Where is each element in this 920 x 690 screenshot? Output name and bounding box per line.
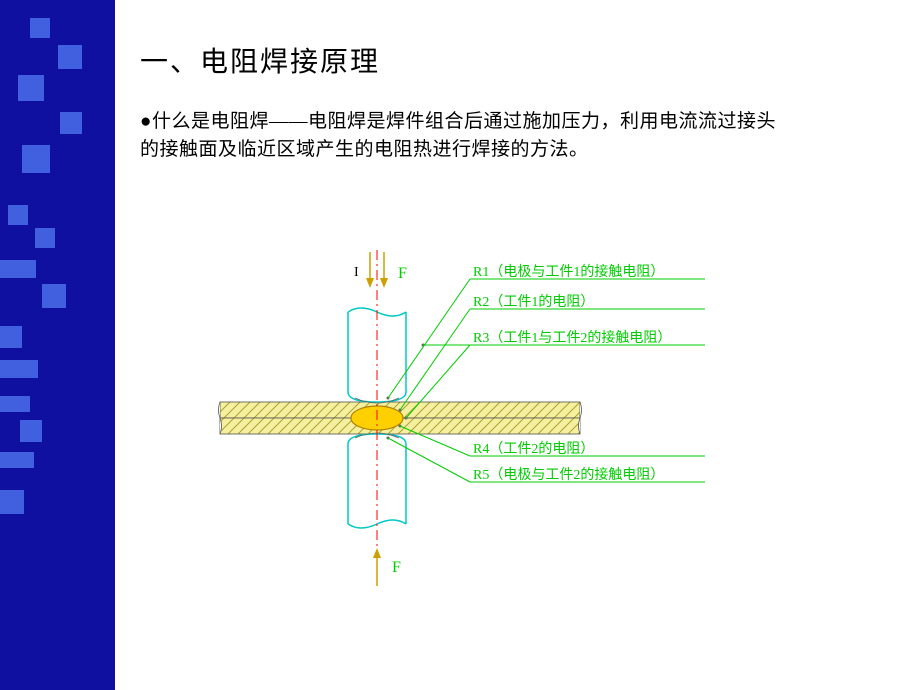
force-arrow-bottom: [373, 548, 381, 586]
current-label: I: [354, 265, 359, 280]
force-label-bottom: F: [392, 559, 401, 576]
decorative-square: [35, 228, 55, 248]
label-r2: R2（工件1的电阻）: [473, 294, 594, 310]
decorative-square: [0, 490, 24, 514]
decorative-square: [18, 75, 44, 101]
decorative-square: [20, 420, 42, 442]
label-r5: R5（电极与工件2的接触电阻）: [473, 466, 664, 483]
decorative-square: [0, 260, 36, 278]
decorative-sidebar: [0, 0, 115, 690]
resistance-welding-diagram: F I F R1（电极与工件1的接触电阻）: [200, 232, 720, 632]
decorative-square: [30, 18, 50, 38]
decorative-square: [58, 45, 82, 69]
label-r4: R4（工件2的电阻）: [473, 441, 594, 457]
decorative-square: [0, 326, 22, 348]
slide-content: 一、电阻焊接原理 ●什么是电阻焊——电阻焊是焊件组合后通过施加压力，利用电流流过…: [140, 40, 900, 163]
description-line-1: ●什么是电阻焊——电阻焊是焊件组合后通过施加压力，利用电流流过接头: [140, 108, 900, 136]
diagram-svg: F I F R1（电极与工件1的接触电阻）: [200, 232, 720, 632]
decorative-square: [8, 205, 28, 225]
label-r1: R1（电极与工件1的接触电阻）: [473, 263, 664, 280]
decorative-square: [60, 112, 82, 134]
label-r3: R3（工件1与工件2的接触电阻）: [473, 329, 671, 346]
description-line-2: 的接触面及临近区域产生的电阻热进行焊接的方法。: [140, 136, 900, 164]
decorative-square: [0, 396, 30, 412]
decorative-square: [0, 360, 38, 378]
decorative-square: [42, 284, 66, 308]
slide-title: 一、电阻焊接原理: [140, 40, 900, 80]
decorative-square: [0, 452, 34, 468]
decorative-square: [22, 145, 50, 173]
force-label-top: F: [398, 265, 407, 282]
